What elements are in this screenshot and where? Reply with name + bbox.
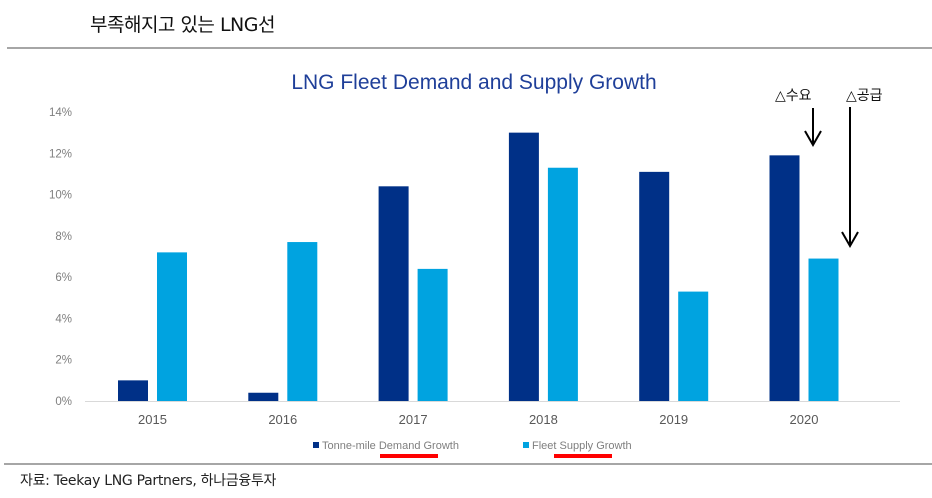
y-tick-label: 0% (55, 396, 72, 408)
y-tick-label: 10% (49, 190, 72, 202)
legend: Tonne-mile Demand Growth Fleet Supply Gr… (313, 440, 632, 458)
x-tick-label: 2018 (529, 412, 558, 427)
bar-supply-2016 (287, 242, 318, 401)
x-tick-label: 2020 (790, 412, 819, 427)
legend-label-demand: Tonne-mile Demand Growth (322, 440, 459, 452)
bars (118, 132, 839, 401)
y-axis: 0% 2% 4% 6% 8% 10% 12% 14% (49, 107, 72, 408)
bar-supply-2019 (678, 291, 709, 401)
y-tick-label: 2% (55, 355, 72, 367)
top-divider (7, 47, 932, 49)
bar-supply-2018 (547, 167, 578, 401)
bar-demand-2017 (378, 186, 409, 401)
x-axis: 2015 2016 2017 2018 2019 2020 (138, 412, 818, 427)
chart-title: LNG Fleet Demand and Supply Growth (291, 71, 656, 94)
arrow-down-icon (804, 130, 822, 148)
bar-demand-2019 (639, 171, 670, 401)
legend-underline-demand (380, 454, 438, 458)
bar-demand-2018 (508, 132, 539, 401)
bar-supply-2017 (417, 268, 448, 401)
legend-label-supply: Fleet Supply Growth (532, 440, 632, 452)
bottom-divider (4, 463, 932, 465)
x-tick-label: 2015 (138, 412, 167, 427)
y-tick-label: 4% (55, 313, 72, 325)
x-tick-label: 2016 (268, 412, 297, 427)
bar-demand-2020 (769, 155, 800, 401)
annotation-demand-label: △수요 (775, 88, 812, 104)
bar-demand-2015 (118, 380, 148, 401)
x-tick-label: 2019 (659, 412, 688, 427)
y-tick-label: 8% (55, 231, 72, 243)
page-title: 부족해지고 있는 LNG선 (90, 14, 275, 36)
source-note: 자료: Teekay LNG Partners, 하나금융투자 (20, 473, 277, 489)
legend-swatch-supply (523, 442, 529, 448)
bar-demand-2016 (248, 392, 279, 401)
y-tick-label: 12% (49, 148, 72, 160)
annotation-supply-label: △공급 (846, 88, 883, 104)
legend-swatch-demand (313, 442, 319, 448)
legend-underline-supply (554, 454, 612, 458)
annotations: △수요 △공급 (775, 88, 883, 249)
y-tick-label: 14% (49, 107, 72, 119)
x-tick-label: 2017 (399, 412, 428, 427)
arrow-down-icon (841, 231, 859, 249)
bar-supply-2015 (157, 252, 187, 401)
y-tick-label: 6% (55, 272, 72, 284)
bar-supply-2020 (808, 258, 839, 401)
